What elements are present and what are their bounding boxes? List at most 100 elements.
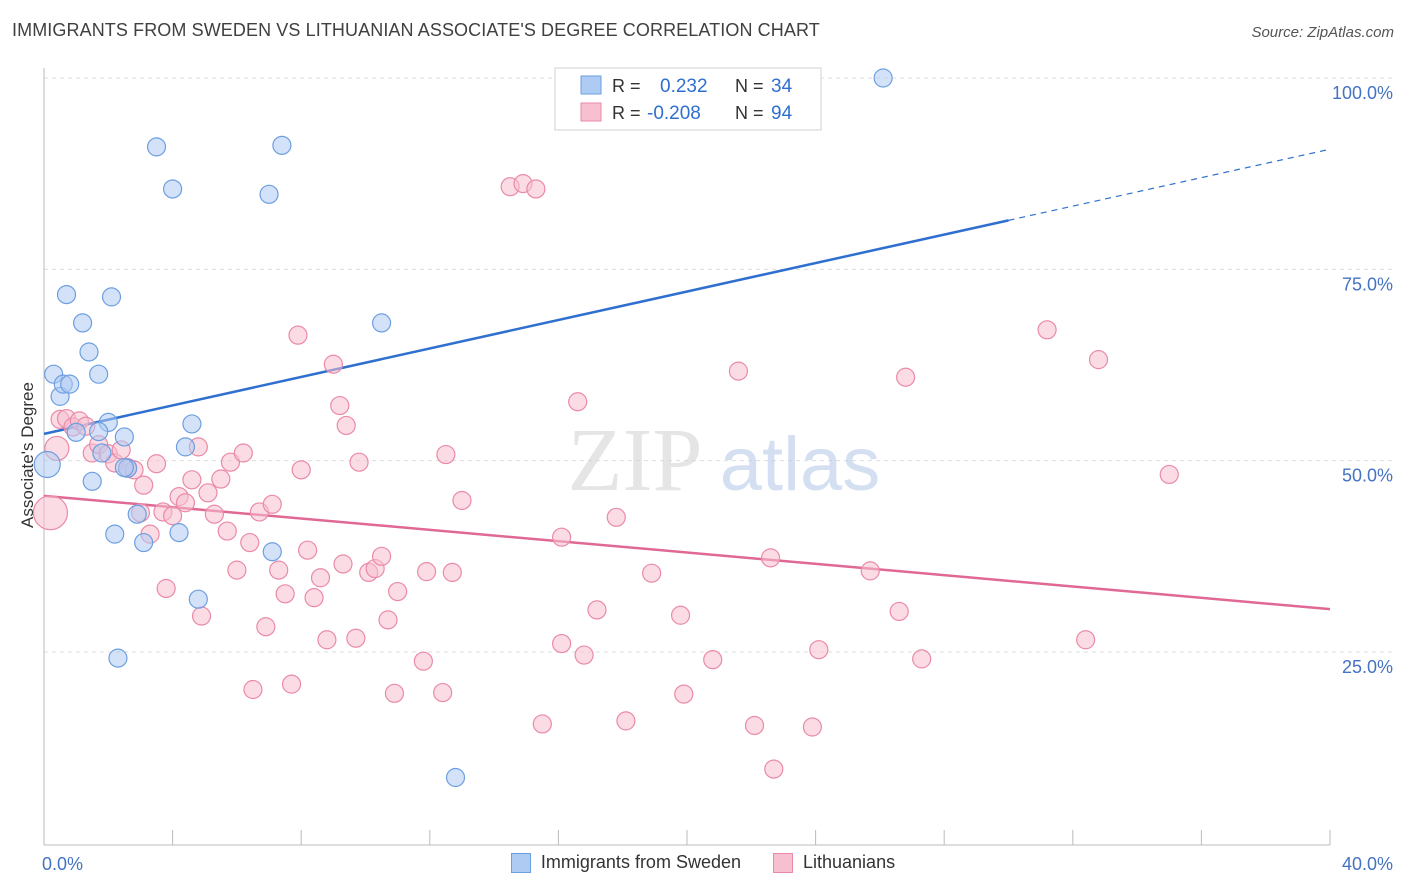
- sweden-point: [108, 648, 128, 668]
- lithuanians-point: [281, 674, 302, 694]
- lithuanians-point: [642, 563, 662, 583]
- axis-layer: 25.0% 50.0% 75.0% 100.0% 0.0% 40.0%: [42, 68, 1393, 874]
- lithuanians-point: [146, 454, 167, 474]
- lithuanians-point: [240, 532, 260, 553]
- sweden-point: [146, 137, 167, 157]
- sweden-point: [188, 589, 208, 609]
- chart-title: IMMIGRANTS FROM SWEDEN VS LITHUANIAN ASS…: [12, 20, 820, 40]
- lithuanians-point: [256, 617, 276, 637]
- lithuanians-point: [191, 606, 212, 626]
- legend-label-lithuanians: Lithuanians: [803, 852, 896, 872]
- sweden-point: [175, 437, 196, 457]
- lithuanians-point: [346, 628, 366, 648]
- sweden-point: [873, 68, 893, 88]
- lithuanians-point: [349, 452, 369, 472]
- lithuanians-point: [291, 460, 311, 480]
- sweden-point: [114, 427, 134, 447]
- lithuanians-point: [670, 605, 691, 625]
- lithuanians-point: [526, 179, 546, 199]
- legend-item-sweden[interactable]: Immigrants from Sweden: [510, 852, 741, 873]
- sweden-point: [169, 523, 189, 543]
- sweden-point: [33, 450, 61, 479]
- lithuanians-point: [587, 600, 607, 620]
- y-tick-label: 75.0%: [1342, 274, 1393, 294]
- sweden-point: [163, 179, 183, 199]
- sweden-point: [72, 313, 93, 333]
- stats-r-label-1: R =: [612, 76, 641, 96]
- sweden-point: [92, 443, 112, 463]
- lithuanians-point: [275, 584, 295, 604]
- trend-layer: [43, 148, 1331, 611]
- stats-swatch-blue: [580, 75, 602, 95]
- sweden-point: [105, 524, 125, 544]
- lithuanians-point: [198, 483, 218, 503]
- lithuanians-point: [1088, 350, 1109, 370]
- trend-line-sweden: [43, 219, 1009, 436]
- lithuanians-point: [182, 470, 202, 490]
- lithuanians-point: [298, 540, 318, 560]
- lithuanians-point: [912, 649, 932, 669]
- y-tick-label: 100.0%: [1332, 83, 1393, 103]
- watermark-zip: ZIP: [568, 411, 703, 510]
- lithuanians-point: [809, 640, 829, 660]
- points-layer: [32, 68, 1179, 788]
- y-axis-label: Associate's Degree: [18, 382, 37, 528]
- lithuanians-point: [616, 711, 636, 731]
- legend-swatch-lithuanians: [773, 852, 793, 873]
- lithuanians-point: [134, 475, 154, 495]
- lithuanians-point: [1076, 630, 1096, 650]
- lithuanians-point: [378, 610, 398, 630]
- sweden-point: [259, 184, 279, 204]
- lithuanians-point: [889, 601, 909, 622]
- lithuanians-point: [416, 562, 437, 582]
- lithuanians-point: [442, 562, 462, 583]
- y-tick-label: 50.0%: [1342, 466, 1393, 486]
- sweden-point: [82, 471, 102, 491]
- sweden-point: [60, 374, 80, 394]
- legend-item-lithuanians[interactable]: Lithuanians: [773, 852, 895, 873]
- x-tick-label: 40.0%: [1342, 854, 1393, 874]
- grid-layer: [44, 77, 1395, 653]
- legend-label-sweden: Immigrants from Sweden: [540, 852, 741, 872]
- lithuanians-point: [1159, 464, 1179, 485]
- sweden-point: [56, 284, 77, 305]
- stats-n-label-1: N =: [735, 76, 764, 96]
- lithuanians-point: [436, 444, 456, 465]
- lithuanians-point: [413, 651, 433, 671]
- lithuanians-point: [262, 494, 282, 514]
- lithuanians-point: [156, 578, 176, 599]
- sweden-point: [101, 287, 122, 307]
- stats-r-label-2: R =: [612, 103, 641, 123]
- lithuanians-point: [211, 469, 231, 489]
- lithuanians-point: [384, 683, 405, 703]
- series-legend: Immigrants from Sweden Lithuanians: [0, 852, 1406, 873]
- sweden-point: [79, 342, 99, 362]
- lithuanians-point: [744, 715, 765, 736]
- lithuanians-point: [802, 717, 822, 737]
- lithuanians-point: [388, 581, 408, 602]
- lithuanians-point: [304, 588, 324, 608]
- lithuanians-point: [574, 645, 594, 665]
- stats-swatch-pink: [580, 102, 602, 122]
- lithuanians-point: [568, 392, 588, 412]
- trend-line-lithuanians: [43, 494, 1331, 611]
- lithuanians-point: [760, 548, 781, 568]
- sweden-point: [182, 414, 202, 434]
- stats-n-value-1: 34: [771, 76, 793, 97]
- legend-swatch-sweden: [510, 852, 531, 873]
- lithuanians-point: [323, 354, 343, 374]
- lithuanians-point: [552, 527, 572, 547]
- lithuanians-point: [163, 506, 183, 526]
- lithuanians-point: [336, 415, 356, 436]
- sweden-point: [66, 422, 86, 442]
- sweden-point: [89, 364, 109, 384]
- lithuanians-point: [728, 361, 749, 381]
- lithuanians-point: [674, 684, 694, 704]
- lithuanians-point: [217, 521, 237, 541]
- lithuanians-point: [703, 650, 723, 670]
- sweden-point: [89, 421, 109, 442]
- lithuanians-point: [896, 367, 916, 387]
- lithuanians-point: [233, 443, 253, 463]
- sweden-point: [445, 767, 466, 788]
- lithuanians-point: [227, 560, 247, 580]
